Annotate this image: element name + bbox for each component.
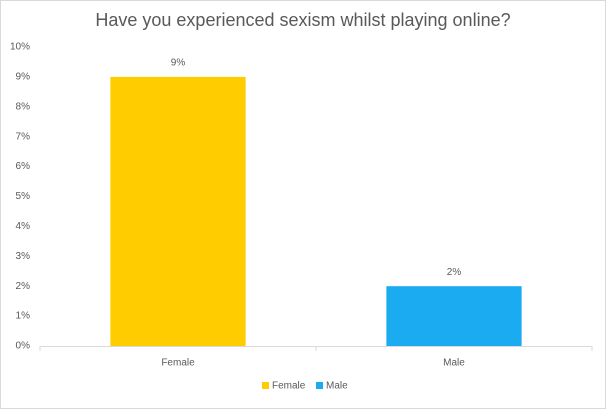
- legend-swatch: [316, 382, 323, 389]
- x-tick-label: Female: [161, 358, 195, 369]
- x-tick-label: Male: [443, 358, 465, 369]
- y-tick-label: 3%: [16, 251, 31, 262]
- bar: [386, 286, 522, 346]
- y-tick-label: 6%: [16, 161, 31, 172]
- legend-label: Male: [326, 381, 348, 392]
- y-tick-label: 0%: [16, 341, 31, 352]
- data-label: 2%: [447, 267, 462, 278]
- y-tick-label: 9%: [16, 72, 31, 83]
- chart-title: Have you experienced sexism whilst playi…: [95, 10, 510, 30]
- legend-label: Female: [272, 381, 306, 392]
- y-tick-label: 2%: [16, 281, 31, 292]
- y-tick-label: 4%: [16, 221, 31, 232]
- y-tick-label: 8%: [16, 101, 31, 112]
- bar: [110, 76, 246, 347]
- data-label: 9%: [171, 58, 186, 69]
- legend-swatch: [262, 382, 269, 389]
- y-tick-label: 5%: [16, 191, 31, 202]
- y-tick-label: 1%: [16, 311, 31, 322]
- y-tick-label: 7%: [16, 131, 31, 142]
- y-tick-label: 10%: [10, 42, 30, 53]
